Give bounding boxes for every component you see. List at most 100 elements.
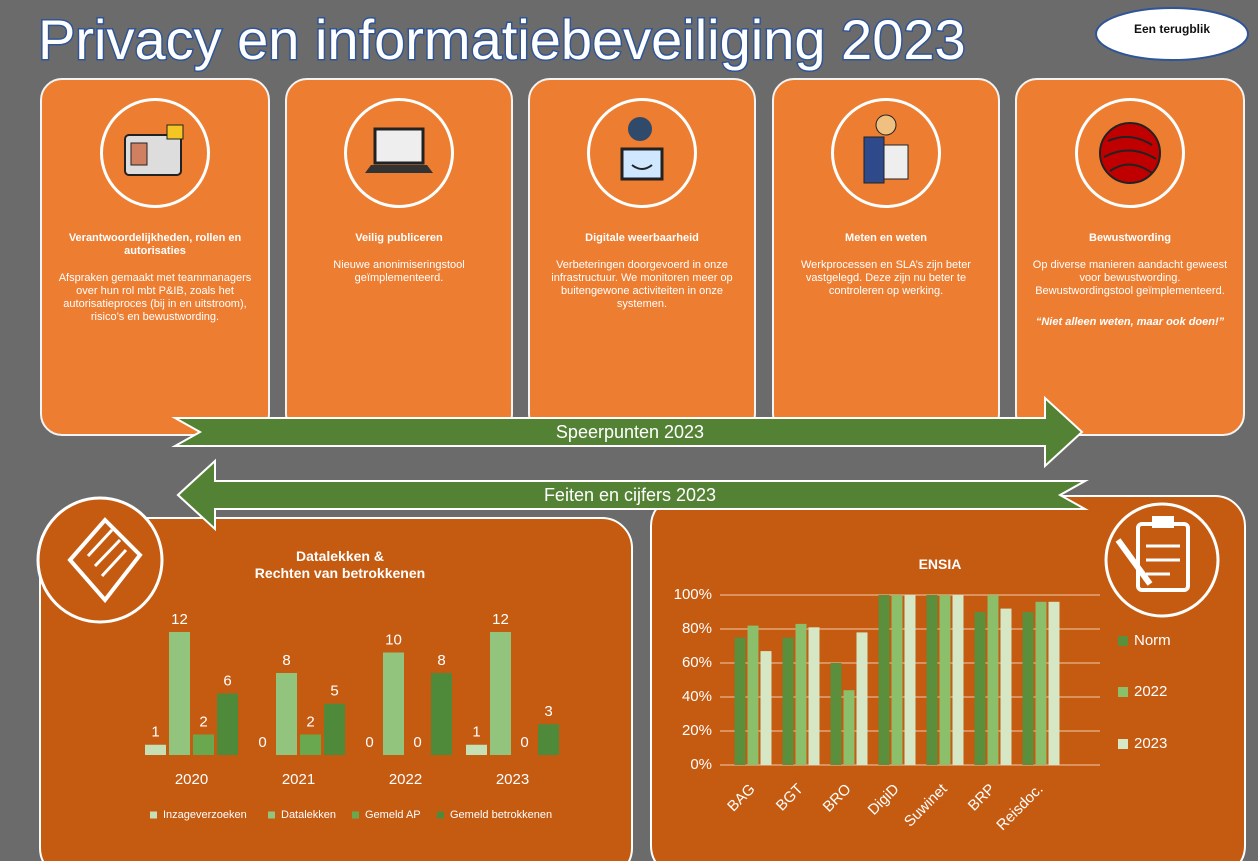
data-label: 0 <box>520 734 528 751</box>
bar <box>734 637 746 765</box>
bar <box>1022 612 1034 765</box>
bar <box>1035 601 1047 765</box>
data-label: 8 <box>437 652 445 669</box>
data-label: 8 <box>282 652 290 669</box>
bar <box>878 595 890 765</box>
card-title: Digitale weerbaarheid <box>585 232 699 244</box>
legend-swatch <box>1118 687 1128 697</box>
bar <box>974 612 986 765</box>
bar <box>795 623 807 765</box>
y-tick-label: 100% <box>674 586 712 603</box>
data-label: 12 <box>492 611 509 628</box>
bar <box>431 673 452 755</box>
bar <box>324 703 345 755</box>
data-label: 10 <box>385 631 402 648</box>
data-label: 0 <box>413 734 421 751</box>
card: Meten en weten Werkprocessen en SLA’s zi… <box>772 78 1000 436</box>
bar <box>856 632 868 765</box>
x-tick-label: 2023 <box>496 771 529 788</box>
bar <box>193 734 214 755</box>
legend-label: Gemeld AP <box>365 809 421 821</box>
data-label: 2 <box>306 713 314 730</box>
arrow-left <box>176 458 1089 532</box>
panel <box>39 517 633 861</box>
card-text: Nieuwe anonimiseringstool geïmplementeer… <box>333 259 465 284</box>
legend-swatch <box>352 811 359 819</box>
icon <box>100 98 210 208</box>
legend-swatch <box>1118 739 1128 749</box>
bar <box>808 627 820 765</box>
data-label: 5 <box>330 683 338 700</box>
legend-label: Gemeld betrokkenen <box>450 809 552 821</box>
bar <box>760 651 772 765</box>
bar <box>538 724 559 755</box>
legend-swatch <box>1118 636 1128 646</box>
legend-swatch <box>150 811 157 819</box>
bar <box>952 595 964 765</box>
card-text: Afspraken gemaakt met teammanagers over … <box>58 272 252 323</box>
legend-label: Norm <box>1134 632 1171 649</box>
bar <box>145 744 166 755</box>
bar <box>782 637 794 765</box>
x-tick-label: 2020 <box>175 771 208 788</box>
legend-label: Datalekken <box>281 809 336 821</box>
arrow-label: Speerpunten 2023 <box>556 422 704 442</box>
clipboard-icon <box>1104 502 1220 618</box>
data-label: 1 <box>151 724 159 741</box>
bar <box>276 673 297 755</box>
bar <box>843 690 855 765</box>
bar <box>169 632 190 755</box>
bar <box>987 595 999 765</box>
bar <box>926 595 938 765</box>
bar <box>1000 608 1012 765</box>
y-tick-label: 20% <box>682 722 712 739</box>
card: Verantwoordelijkheden, rollen en autoris… <box>40 78 270 436</box>
bar <box>830 663 842 765</box>
card: Digitale weerbaarheid Verbeteringen door… <box>528 78 756 436</box>
badge <box>1095 7 1249 61</box>
bar <box>1048 601 1060 765</box>
y-tick-label: 0% <box>690 756 712 773</box>
x-tick-label: 2021 <box>282 771 315 788</box>
chart-title: ENSIA <box>918 556 962 572</box>
data-label: 12 <box>171 611 188 628</box>
doc-icon <box>36 496 164 624</box>
icon <box>1075 98 1185 208</box>
legend-swatch <box>268 811 275 819</box>
bar <box>466 744 487 755</box>
bar <box>891 595 903 765</box>
card-text: Werkprocessen en SLA’s zijn beter vastge… <box>801 259 971 297</box>
y-tick-label: 60% <box>682 654 712 671</box>
card-title: Verantwoordelijkheden, rollen en autoris… <box>68 232 242 257</box>
chart-title: Datalekken & Rechten van betrokkenen <box>254 548 426 581</box>
legend-swatch <box>437 811 444 819</box>
data-label: 1 <box>472 724 480 741</box>
arrow-right <box>171 395 1084 469</box>
card-text: Verbeteringen doorgevoerd in onze infras… <box>551 259 733 310</box>
bar <box>490 632 511 755</box>
card: Veilig publiceren Nieuwe anonimiseringst… <box>285 78 513 436</box>
bar <box>747 625 759 765</box>
data-label: 0 <box>258 734 266 751</box>
bar <box>904 595 916 765</box>
card-title: Meten en weten <box>845 232 927 244</box>
page-title: Privacy en informatiebeveiliging 2023 <box>38 8 966 71</box>
card-title: Veilig publiceren <box>355 232 443 244</box>
arrow-label: Feiten en cijfers 2023 <box>544 485 716 505</box>
data-label: 0 <box>365 734 373 751</box>
card: Bewustwording Op diverse manieren aandac… <box>1015 78 1245 436</box>
badge-text: Een terugblik <box>1134 22 1210 36</box>
y-tick-label: 40% <box>682 688 712 705</box>
card-title: Bewustwording <box>1089 232 1171 244</box>
legend-label: Inzageverzoeken <box>163 809 247 821</box>
bar <box>217 693 238 755</box>
card-quote: “Niet alleen weten, maar ook doen!” <box>1035 316 1225 328</box>
bar <box>939 595 951 765</box>
data-label: 3 <box>544 703 552 720</box>
icon <box>831 98 941 208</box>
bar <box>383 652 404 755</box>
x-tick-label: 2022 <box>389 771 422 788</box>
card-text: Op diverse manieren aandacht geweest voo… <box>1032 259 1228 297</box>
